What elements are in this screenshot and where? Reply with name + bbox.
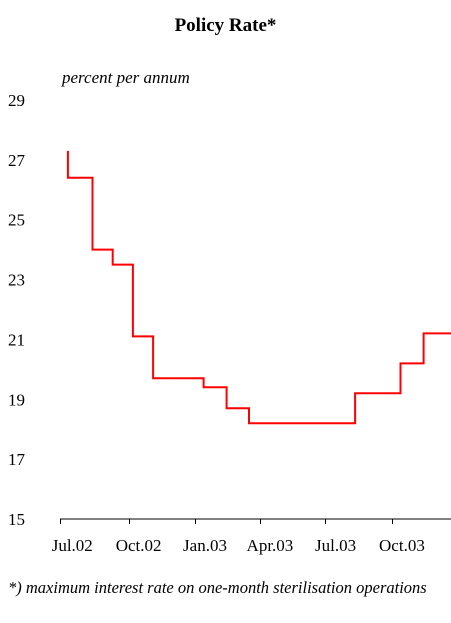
y-tick-label: 23 xyxy=(8,271,25,290)
x-tick-label: Jul.03 xyxy=(315,536,356,555)
series-layer xyxy=(66,150,451,425)
policy-rate-line xyxy=(66,150,451,425)
y-tick-label: 29 xyxy=(8,91,25,110)
y-tick-label: 19 xyxy=(8,390,25,409)
x-tick-label: Oct.03 xyxy=(379,536,425,555)
x-tick-label: Apr.03 xyxy=(247,536,294,555)
y-tick-label: 17 xyxy=(8,450,26,469)
x-tick-label: Jan.03 xyxy=(183,536,227,555)
y-tick-label: 27 xyxy=(8,151,26,170)
x-tick-label: Oct.02 xyxy=(116,536,162,555)
footnote: *) maximum interest rate on one-month st… xyxy=(8,578,427,597)
y-tick-label: 21 xyxy=(8,330,25,349)
y-axis-ticks: 15 17 19 21 23 25 27 29 xyxy=(8,91,26,529)
x-tick-label: Jul.02 xyxy=(52,536,93,555)
y-axis-unit-label: percent per annum xyxy=(62,68,190,87)
y-tick-label: 25 xyxy=(8,211,25,230)
y-tick-label: 15 xyxy=(8,510,25,529)
chart-title: Policy Rate* xyxy=(174,15,277,36)
x-axis: Jul.02 Oct.02 Jan.03 Apr.03 Jul.03 Oct.03 xyxy=(52,518,451,555)
